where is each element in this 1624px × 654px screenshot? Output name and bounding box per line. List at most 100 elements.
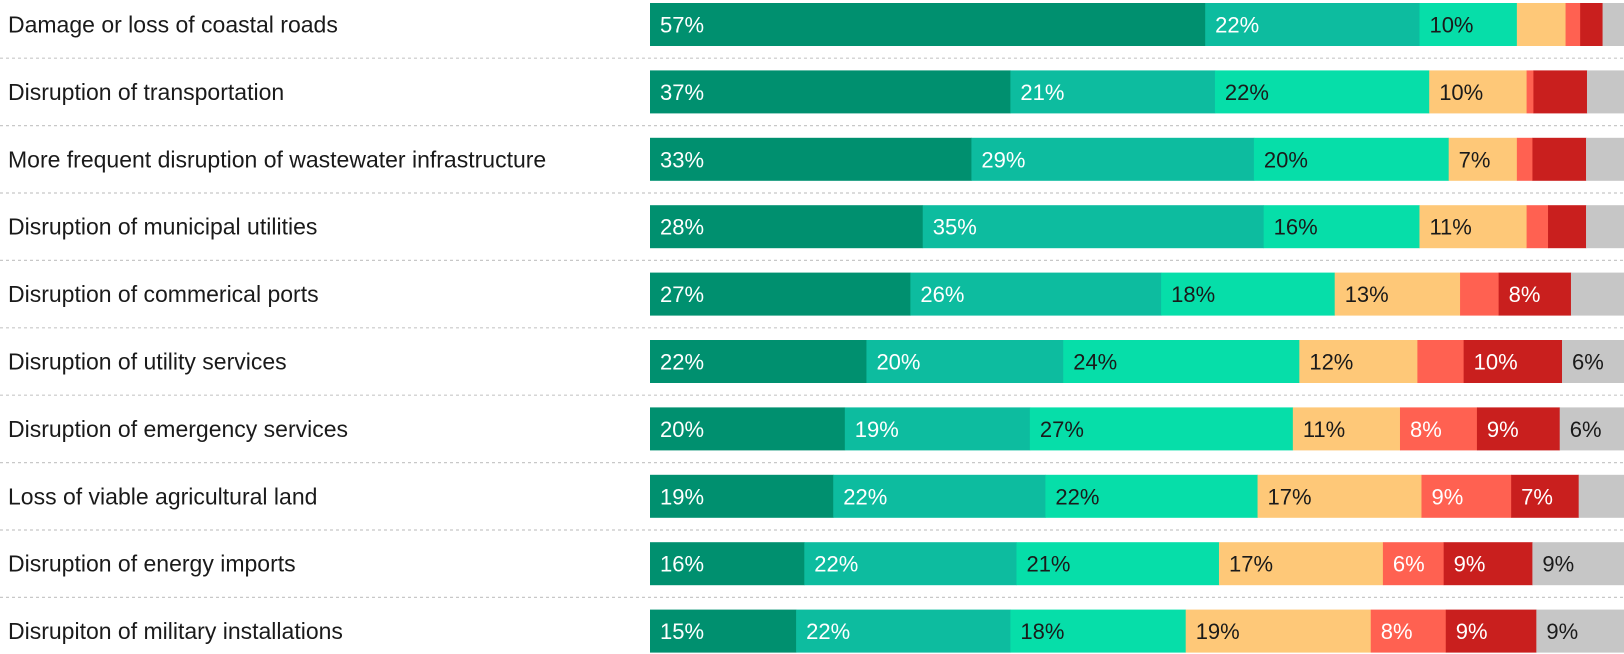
data-label: 16% xyxy=(1274,215,1318,240)
data-label: 27% xyxy=(660,282,704,307)
bar-segment xyxy=(1460,272,1500,316)
bar-segment xyxy=(650,609,797,653)
bar-segment xyxy=(1253,137,1450,181)
data-label: 6% xyxy=(1572,350,1604,375)
data-label: 12% xyxy=(1309,350,1353,375)
data-label: 20% xyxy=(1264,147,1308,172)
bar-segment xyxy=(650,205,924,249)
row-label: Disruption of municipal utilities xyxy=(8,214,317,240)
bar-segment xyxy=(1419,205,1527,249)
data-label: 21% xyxy=(1026,552,1070,577)
row-label: Disrupiton of military installations xyxy=(8,618,343,644)
data-label: 9% xyxy=(1454,552,1486,577)
bar-segment xyxy=(1562,340,1624,383)
data-label: 19% xyxy=(660,484,704,509)
bar-segment xyxy=(650,542,805,586)
data-label: 6% xyxy=(1393,552,1425,577)
data-label: 35% xyxy=(933,215,977,240)
data-label: 22% xyxy=(1215,13,1259,38)
row-label: Loss of viable agricultural land xyxy=(8,483,317,509)
bar-segment xyxy=(910,272,1162,316)
bar-segment xyxy=(1443,542,1533,586)
data-label: 20% xyxy=(660,417,704,442)
bar-segment xyxy=(1257,474,1422,518)
bar-segment xyxy=(1586,205,1624,249)
bar-segment xyxy=(922,205,1265,249)
data-label: 9% xyxy=(1487,417,1519,442)
row-label: More frequent disruption of wastewater i… xyxy=(8,146,546,172)
bar-segment xyxy=(971,137,1255,181)
bar-segment xyxy=(1565,3,1581,46)
bar-segment xyxy=(1463,340,1563,383)
data-label: 15% xyxy=(660,619,704,644)
bar-segment xyxy=(1370,609,1447,653)
bar-segment xyxy=(1399,407,1478,451)
data-label: 8% xyxy=(1509,282,1541,307)
bar-segment xyxy=(1532,137,1587,181)
row-dividers xyxy=(0,57,1624,599)
data-label: 8% xyxy=(1410,417,1442,442)
data-label: 24% xyxy=(1073,350,1117,375)
row-label: Disruption of energy imports xyxy=(8,551,296,577)
bar-segment xyxy=(833,474,1046,518)
data-label: 21% xyxy=(1020,80,1064,105)
bar-segment xyxy=(1516,3,1566,46)
bar-segment xyxy=(1578,474,1624,518)
bar-segment xyxy=(1205,3,1420,46)
bar-segment xyxy=(1580,3,1603,46)
bar-segment xyxy=(650,272,911,316)
data-label: 18% xyxy=(1171,282,1215,307)
bar-segment xyxy=(1016,542,1220,586)
bar-segment xyxy=(1536,609,1624,653)
bar-segment xyxy=(1526,205,1549,249)
bar-segment xyxy=(1214,70,1430,114)
data-label: 11% xyxy=(1303,417,1345,442)
bar-segment xyxy=(1586,137,1624,181)
data-label: 26% xyxy=(920,282,964,307)
bar-segment xyxy=(866,340,1064,383)
bar-segment xyxy=(1526,70,1534,114)
data-label: 22% xyxy=(814,552,858,577)
bar-segment xyxy=(1382,542,1445,586)
bar-segment xyxy=(796,609,1011,653)
bar-segment xyxy=(1476,407,1561,451)
data-label: 7% xyxy=(1521,484,1553,509)
bar-segment xyxy=(1010,609,1187,653)
bar-segment xyxy=(1516,137,1533,181)
bar-segment xyxy=(1185,609,1372,653)
bar-segment xyxy=(1559,407,1624,451)
bar-segment xyxy=(1292,407,1401,451)
data-label: 13% xyxy=(1345,282,1389,307)
bar-segment xyxy=(650,3,1206,46)
bar-segment xyxy=(1511,474,1580,518)
bar-segment xyxy=(1421,474,1512,518)
bar-segment xyxy=(1161,272,1336,316)
data-label: 22% xyxy=(660,350,704,375)
data-label: 9% xyxy=(1456,619,1488,644)
bar-segment xyxy=(1532,542,1624,586)
bar-segment xyxy=(1218,542,1384,586)
data-label: 6% xyxy=(1570,417,1602,442)
bar-segment xyxy=(1299,340,1418,383)
bar-segment xyxy=(1045,474,1258,518)
bar-segment xyxy=(1263,205,1420,249)
data-label: 22% xyxy=(1055,484,1099,509)
data-label: 33% xyxy=(660,147,704,172)
bar-segment xyxy=(1419,3,1518,46)
bar-segment xyxy=(1063,340,1300,383)
data-label: 19% xyxy=(1196,619,1240,644)
bar-segment xyxy=(650,70,1011,114)
bar-segment xyxy=(1586,70,1624,114)
bar-segment xyxy=(1533,70,1588,114)
data-label: 28% xyxy=(660,215,704,240)
bar-segment xyxy=(844,407,1031,451)
bar-segment xyxy=(650,474,834,518)
bar-segment xyxy=(650,340,867,383)
data-label: 9% xyxy=(1542,552,1574,577)
data-label: 20% xyxy=(876,350,920,375)
data-label: 9% xyxy=(1431,484,1463,509)
row-label: Disruption of emergency services xyxy=(8,416,348,442)
bar-segment xyxy=(1570,272,1624,316)
data-label: 7% xyxy=(1459,147,1491,172)
